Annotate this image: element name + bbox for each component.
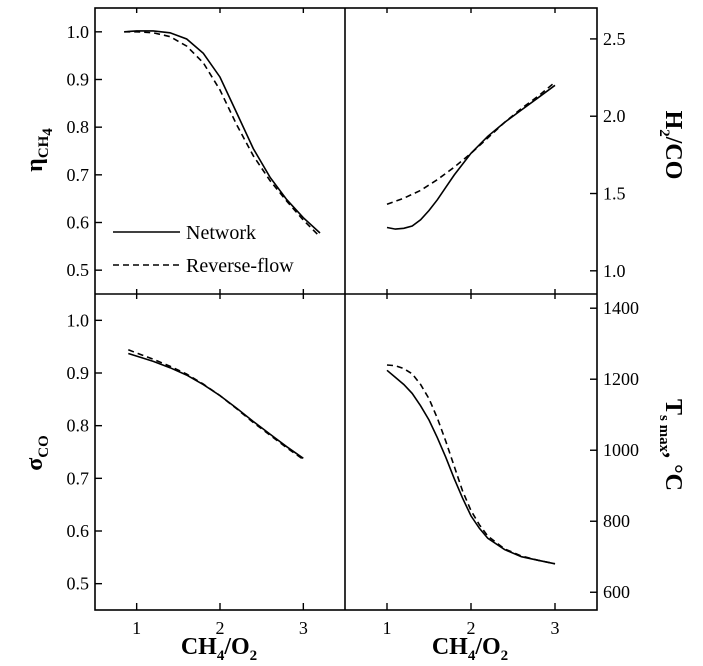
y-label-eta: ηCH4 <box>22 128 56 172</box>
y-tick-label: 1.0 <box>67 310 90 330</box>
svg-text:σCO: σCO <box>22 435 52 471</box>
y-tick-label: 1.5 <box>603 184 626 204</box>
x-tick-label: 2 <box>216 618 225 638</box>
legend: Network Reverse-flow <box>113 222 294 277</box>
y-label-h2co-main: H <box>660 111 686 130</box>
x-tick-label: 3 <box>299 618 308 638</box>
series-reverse-flow-line <box>124 30 321 238</box>
x-label-left: CH4/O2 <box>181 634 257 664</box>
series-network-line <box>124 30 321 234</box>
x-tick-label: 1 <box>383 618 392 638</box>
y-label-eta-sub2: 4 <box>40 128 56 136</box>
y-label-sigma-main: σ <box>22 458 48 471</box>
y-tick-label: 0.7 <box>67 468 90 488</box>
y-label-tsmax: Ts max, °C <box>656 399 686 491</box>
svg-text:ηCH4: ηCH4 <box>22 128 56 172</box>
y-tick-label: 1.0 <box>67 22 90 42</box>
y-tick-label: 1200 <box>603 369 639 389</box>
figure-border <box>94 7 598 611</box>
y-label-sigma: σCO <box>22 435 52 471</box>
y-label-sigma-sub: CO <box>36 435 52 458</box>
panel-bottom-left: 0.5 0.6 0.7 0.8 0.9 1.0 1 2 3 <box>67 294 308 638</box>
panel-top-left: 0.5 0.6 0.7 0.8 0.9 1.0 <box>67 8 321 294</box>
y-tick-label: 2.0 <box>603 106 626 126</box>
x-tick-label: 3 <box>551 618 560 638</box>
y-tick-label: 2.5 <box>603 29 626 49</box>
y-tick-label: 0.5 <box>67 574 90 594</box>
y-label-h2co-sub: 2 <box>656 129 672 137</box>
y-label-h2co: H2/CO <box>656 111 686 180</box>
legend-label-reverse-flow: Reverse-flow <box>186 255 294 277</box>
y-tick-label: 1000 <box>603 440 639 460</box>
y-label-tsmax-sub: s max <box>656 415 672 453</box>
y-label-tsmax-main: T <box>660 399 686 415</box>
svg-text:Ts max, °C: Ts max, °C <box>656 399 686 491</box>
y-label-eta-main: η <box>22 158 48 172</box>
y-tick-label: 0.9 <box>67 70 90 90</box>
y-label-eta-sub: CH <box>36 135 52 158</box>
x-label-right: CH4/O2 <box>432 634 508 664</box>
series-network-line <box>386 84 556 230</box>
y-label-h2co-tail: /CO <box>660 136 686 180</box>
y-tick-label: 0.6 <box>67 213 90 233</box>
series-reverse-flow-line <box>128 349 304 461</box>
series-reverse-flow-line <box>386 81 556 206</box>
series-network-line <box>128 352 304 459</box>
plot-frame <box>94 7 598 611</box>
y-label-tsmax-tail: , °C <box>660 452 686 491</box>
panel-bottom-right: 600 800 1000 1200 1400 1 2 3 <box>383 294 639 638</box>
y-tick-label: 800 <box>603 511 630 531</box>
y-tick-label: 0.8 <box>67 416 90 436</box>
series-network-line <box>386 369 556 565</box>
y-tick-label: 0.5 <box>67 260 90 280</box>
chart-panels: 0.50.60.70.80.91.01.01.52.02.50.50.60.70… <box>67 8 639 638</box>
y-tick-label: 0.8 <box>67 117 90 137</box>
legend-label-network: Network <box>186 222 256 244</box>
svg-text:H2/CO: H2/CO <box>656 111 686 180</box>
y-tick-label: 0.6 <box>67 521 90 541</box>
series-reverse-flow-line <box>386 364 556 565</box>
x-tick-label: 2 <box>467 618 476 638</box>
y-tick-label: 1.0 <box>603 261 626 281</box>
x-tick-label: 1 <box>132 618 141 638</box>
y-tick-label: 0.9 <box>67 363 90 383</box>
y-tick-label: 0.7 <box>67 165 90 185</box>
panel-top-right: 1.0 1.5 2.0 2.5 <box>386 8 626 294</box>
y-tick-label: 600 <box>603 582 630 602</box>
y-tick-label: 1400 <box>603 298 639 318</box>
